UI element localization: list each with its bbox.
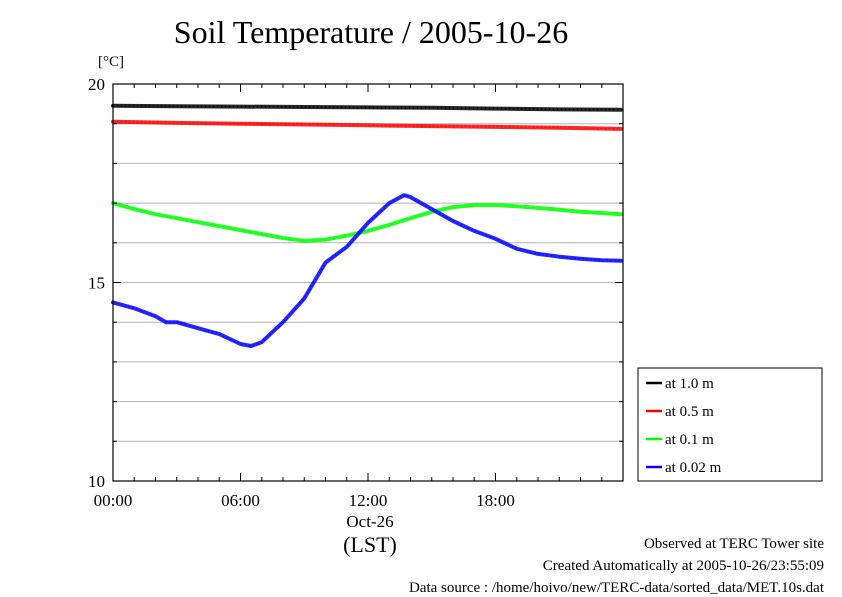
timezone-axis-label: (LST)	[343, 532, 397, 557]
y-axis-unit-label: [°C]	[98, 54, 124, 70]
legend-label: at 0.1 m	[665, 432, 714, 448]
axis-ticks: 00:00 06:00 12:00 18:00 10 15 20	[88, 75, 624, 510]
series-line-at-0-02-m-points	[112, 194, 621, 347]
y-tick-label: 15	[88, 274, 105, 293]
series-line-at-1-0-m	[111, 103, 623, 112]
grid-lines	[113, 123, 623, 442]
chart-title: Soil Temperature / 2005-10-26	[173, 14, 569, 50]
legend-box	[637, 367, 823, 482]
series-line-at-0-02-m	[111, 193, 623, 348]
x-tick-label: 06:00	[221, 491, 260, 510]
series-line-at-0-1-m	[111, 201, 623, 243]
y-tick-label: 10	[88, 472, 105, 491]
footer-source: Data source : /home/hoivo/new/TERC-data/…	[408, 580, 824, 596]
series-line-at-0-5-m	[111, 119, 623, 131]
legend: at 1.0 m at 0.5 m at 0.1 m at 0.02 m	[637, 367, 823, 482]
footer-created: Created Automatically at 2005-10-26/23:5…	[542, 558, 824, 574]
x-tick-label: 12:00	[349, 491, 388, 510]
legend-label: at 0.02 m	[665, 460, 722, 476]
y-tick-label: 20	[88, 75, 105, 94]
date-axis-label: Oct-26	[346, 512, 394, 531]
series-lines	[111, 103, 623, 348]
legend-label: at 1.0 m	[665, 376, 714, 392]
legend-label: at 0.5 m	[665, 404, 714, 420]
x-tick-label: 18:00	[476, 491, 515, 510]
footer-observed: Observed at TERC Tower site	[643, 536, 824, 552]
x-tick-label: 00:00	[94, 491, 133, 510]
